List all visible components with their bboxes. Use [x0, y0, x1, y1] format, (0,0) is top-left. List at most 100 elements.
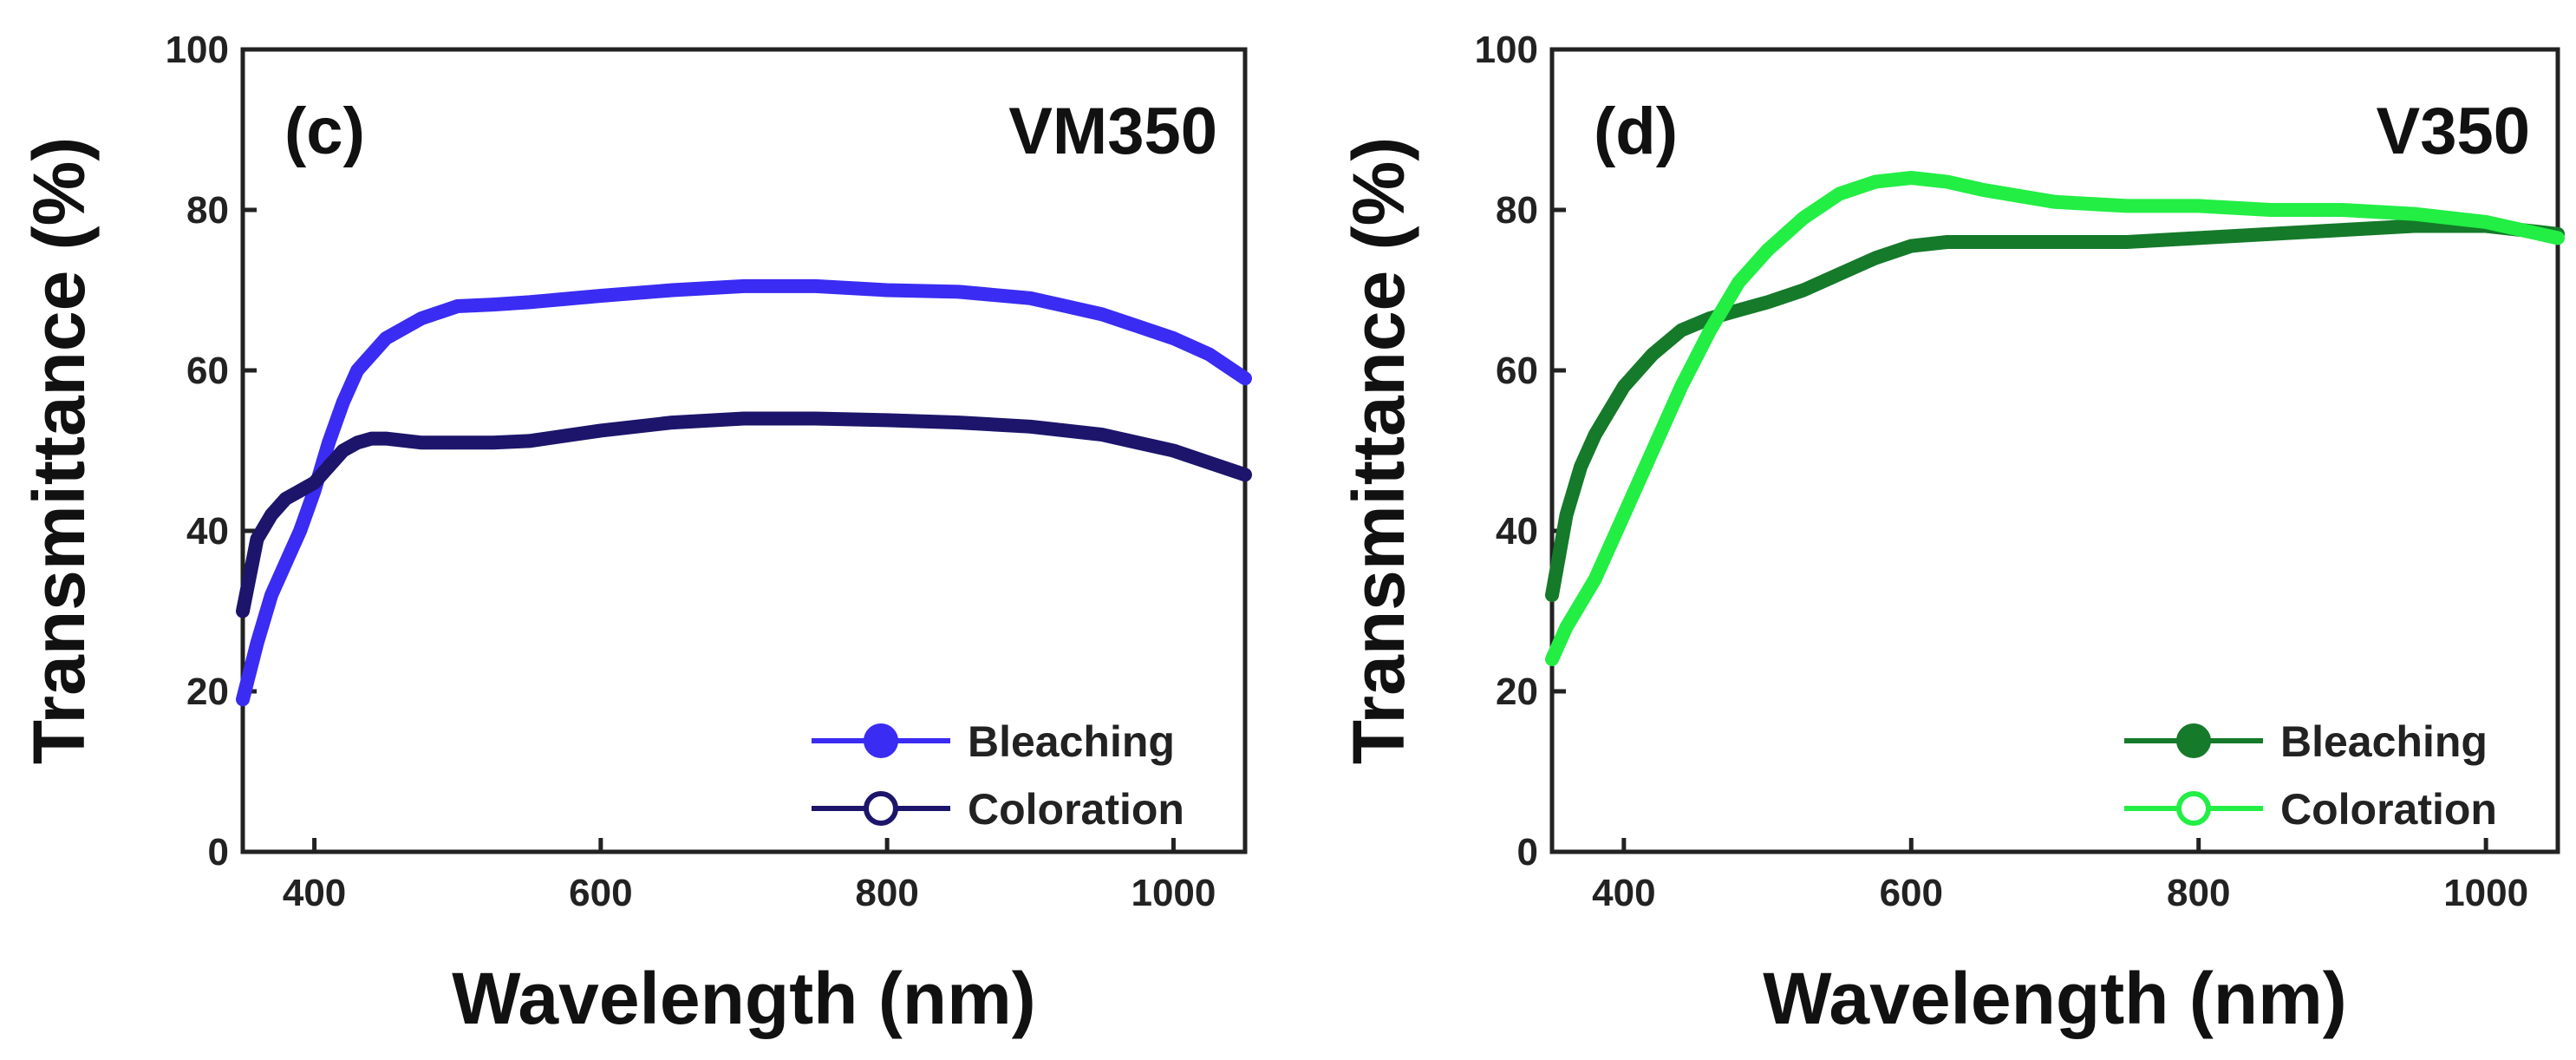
data-point-coloration	[1977, 183, 1990, 196]
data-point-bleaching	[738, 279, 750, 292]
data-point-coloration	[1675, 380, 1688, 393]
data-point-bleaching	[1167, 332, 1180, 344]
data-point-bleaching	[2120, 236, 2133, 248]
data-point-bleaching	[666, 284, 679, 297]
data-point-bleaching	[1546, 589, 1558, 601]
data-point-coloration	[523, 435, 536, 448]
x-tick-label: 1000	[1131, 872, 1216, 914]
y-tick-label: 80	[1496, 189, 1538, 232]
data-point-bleaching	[1797, 284, 1810, 297]
y-tick-label: 40	[1496, 510, 1538, 553]
data-point-bleaching	[415, 311, 428, 324]
y-tick-label: 100	[1475, 29, 1538, 71]
data-point-coloration	[451, 436, 464, 449]
legend-marker	[864, 791, 898, 826]
data-point-bleaching	[1203, 348, 1216, 361]
data-point-bleaching	[1905, 239, 1918, 252]
data-point-bleaching	[1575, 461, 1588, 473]
sample-label: VM350	[1008, 95, 1217, 168]
data-point-coloration	[809, 412, 822, 425]
data-point-coloration	[1940, 175, 1953, 188]
data-point-coloration	[1868, 175, 1881, 188]
data-point-bleaching	[1560, 508, 1573, 521]
y-tick-label: 60	[186, 350, 229, 392]
data-point-coloration	[2480, 215, 2493, 228]
x-axis-title: Wavelength (nm)	[452, 958, 1036, 1039]
y-axis-title: Transmittance (%)	[18, 137, 100, 765]
y-tick-label: 0	[208, 831, 229, 874]
data-point-bleaching	[2408, 219, 2421, 232]
data-point-bleaching	[487, 298, 499, 311]
data-point-bleaching	[1617, 380, 1630, 393]
data-point-bleaching	[1732, 304, 1745, 317]
y-tick-label: 20	[1496, 671, 1538, 713]
data-point-coloration	[1603, 540, 1616, 553]
data-point-bleaching	[279, 557, 292, 569]
data-point-coloration	[365, 432, 378, 445]
data-point-bleaching	[1131, 320, 1145, 333]
data-point-bleaching	[351, 364, 364, 376]
data-point-coloration	[294, 484, 307, 497]
legend-marker	[864, 723, 898, 758]
data-point-coloration	[1095, 429, 1108, 441]
data-point-bleaching	[1603, 404, 1616, 417]
legend-label: Coloration	[968, 785, 1184, 834]
data-point-coloration	[1024, 420, 1037, 433]
panel-label: (d)	[1594, 95, 1678, 168]
data-point-coloration	[1797, 212, 1810, 225]
data-point-bleaching	[323, 436, 336, 449]
x-tick-label: 1000	[2443, 872, 2528, 914]
data-point-coloration	[1647, 444, 1659, 457]
data-point-coloration	[1833, 187, 1846, 200]
data-point-coloration	[881, 414, 894, 427]
data-point-bleaching	[1868, 252, 1881, 265]
data-point-bleaching	[2336, 224, 2349, 237]
data-point-coloration	[251, 533, 264, 546]
legend-label: Coloration	[2280, 785, 2497, 834]
data-point-coloration	[1732, 276, 1745, 289]
y-tick-label: 20	[186, 671, 229, 713]
data-point-bleaching	[1060, 300, 1073, 312]
data-point-coloration	[336, 444, 349, 457]
data-point-bleaching	[1675, 324, 1688, 337]
data-point-bleaching	[1095, 308, 1108, 321]
y-tick-label: 40	[186, 510, 229, 553]
sample-label: V350	[2377, 95, 2531, 168]
data-point-coloration	[2049, 195, 2061, 208]
data-point-bleaching	[251, 637, 264, 650]
series-line-coloration	[1545, 171, 2565, 666]
data-point-bleaching	[1977, 236, 1990, 248]
data-point-bleaching	[809, 279, 822, 292]
data-point-coloration	[1560, 621, 1573, 633]
data-point-coloration	[308, 476, 321, 489]
data-point-coloration	[1617, 508, 1630, 521]
series-line-coloration	[236, 411, 1252, 618]
data-point-coloration	[2264, 204, 2277, 216]
data-point-coloration	[1060, 424, 1073, 437]
plot-frame	[1549, 47, 2560, 854]
data-point-coloration	[415, 436, 428, 449]
data-point-coloration	[279, 493, 292, 505]
legend-label: Bleaching	[2280, 717, 2488, 766]
x-tick-label: 400	[1592, 872, 1655, 914]
data-point-bleaching	[451, 300, 464, 312]
data-point-coloration	[351, 436, 364, 449]
data-point-bleaching	[294, 525, 307, 537]
data-point-coloration	[1131, 436, 1145, 449]
x-tick-label: 600	[569, 872, 632, 914]
data-point-bleaching	[265, 589, 278, 601]
panel-label: (c)	[284, 95, 365, 168]
data-point-coloration	[237, 605, 249, 618]
data-point-coloration	[1203, 456, 1216, 469]
plot-frame	[240, 47, 1248, 854]
data-point-coloration	[2120, 200, 2133, 213]
x-axis-title: Wavelength (nm)	[1763, 958, 2347, 1039]
data-point-coloration	[2336, 204, 2349, 216]
data-point-bleaching	[1833, 268, 1846, 280]
data-point-bleaching	[1239, 372, 1251, 385]
data-point-bleaching	[881, 284, 894, 297]
data-point-coloration	[1905, 172, 1918, 184]
series-line-bleaching	[1545, 219, 2565, 602]
data-point-coloration	[2408, 207, 2421, 220]
